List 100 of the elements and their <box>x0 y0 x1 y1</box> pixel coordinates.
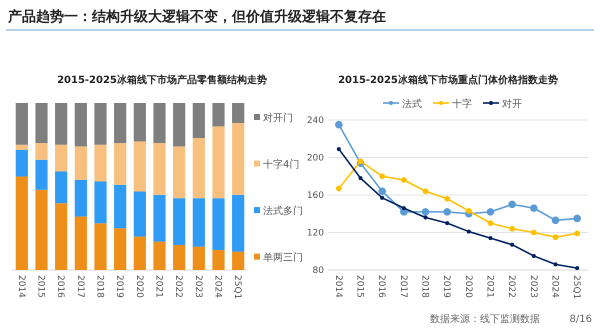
bar <box>212 103 225 126</box>
bar <box>55 171 68 204</box>
bar <box>55 203 68 270</box>
x-tick-label: 2015 <box>354 275 364 298</box>
bar <box>74 180 87 217</box>
bar <box>35 143 48 160</box>
x-tick-label: 2024 <box>212 275 222 298</box>
bar <box>232 103 244 124</box>
x-tick-label: 2016 <box>376 275 386 298</box>
bar <box>212 250 225 270</box>
point <box>554 262 558 266</box>
bar <box>192 246 205 270</box>
bar <box>35 160 48 190</box>
point <box>508 200 516 208</box>
point <box>573 214 581 222</box>
bar <box>173 146 186 198</box>
x-tick-label: 2019 <box>114 275 124 298</box>
bar <box>16 150 28 176</box>
point <box>379 173 386 180</box>
point <box>336 147 341 152</box>
bar <box>192 138 205 198</box>
bar <box>114 228 126 270</box>
bar <box>35 190 48 270</box>
x-tick-label: 2021 <box>154 275 164 298</box>
bar <box>173 103 186 146</box>
chart-title: 2015-2025冰箱线下市场产品零售额结构走势 <box>57 74 267 86</box>
legend-label: 十字 <box>452 98 472 110</box>
bar <box>35 103 48 144</box>
bar <box>55 144 68 172</box>
x-tick-label: 2020 <box>462 275 473 298</box>
bar <box>232 123 244 195</box>
x-tick-label: 2017 <box>74 275 85 298</box>
y-tick-label: 160 <box>306 191 324 201</box>
legend-label: 法式 <box>402 98 422 110</box>
x-tick-label: 25Q1 <box>232 275 242 300</box>
bar <box>114 143 126 185</box>
y-tick-label: 200 <box>306 154 324 164</box>
point <box>358 158 364 164</box>
x-tick-label: 2019 <box>441 275 452 298</box>
bar <box>55 103 68 145</box>
point <box>488 236 492 240</box>
point <box>422 208 430 216</box>
point <box>336 186 342 192</box>
legend-label: 单两三门 <box>263 252 303 264</box>
bar <box>94 181 107 224</box>
bar <box>94 144 107 182</box>
point <box>400 177 407 183</box>
bar <box>134 103 146 142</box>
point <box>574 230 580 236</box>
x-tick-label: 2022 <box>506 275 516 298</box>
x-tick-label: 2022 <box>173 275 184 298</box>
x-tick-label: 2024 <box>550 275 560 298</box>
point <box>510 242 514 247</box>
bar <box>94 103 107 145</box>
bar <box>192 103 205 138</box>
legend-label: 十字4门 <box>263 158 300 171</box>
point <box>335 120 343 128</box>
x-tick-label: 2014 <box>332 275 343 298</box>
bar <box>74 103 87 146</box>
point <box>445 221 450 226</box>
text: 产品趋势一：结构升级大逻辑不变，但价值升级逻辑不复存在 <box>7 8 386 25</box>
bar <box>153 194 166 242</box>
bar <box>16 176 28 270</box>
bar <box>153 103 166 144</box>
x-tick-label: 2023 <box>528 275 538 298</box>
bar <box>134 192 146 237</box>
point <box>488 220 494 226</box>
point <box>532 254 536 258</box>
point <box>378 187 386 196</box>
point <box>380 196 384 200</box>
bar <box>114 103 126 144</box>
x-tick-label: 2018 <box>94 275 104 298</box>
x-tick-label: 25Q1 <box>571 275 582 300</box>
bar <box>153 143 166 195</box>
bar <box>74 216 87 270</box>
bar <box>134 236 146 270</box>
x-tick-label: 2017 <box>398 275 408 298</box>
bar <box>74 146 87 180</box>
y-tick-label: 80 <box>312 266 324 276</box>
source-note: 数据来源：线下监测数据 <box>430 313 540 325</box>
x-tick-label: 2021 <box>484 275 494 298</box>
point <box>402 206 406 210</box>
point <box>444 196 450 202</box>
bar <box>232 194 244 252</box>
bar <box>192 198 205 247</box>
point <box>424 216 428 220</box>
point <box>530 204 538 212</box>
point <box>486 208 494 216</box>
bar <box>212 198 225 250</box>
x-tick-label: 2023 <box>192 275 203 298</box>
bar <box>173 244 186 270</box>
y-tick-label: 240 <box>306 116 324 126</box>
bar <box>114 184 126 228</box>
legend-label: 对开门 <box>263 112 293 124</box>
bar <box>173 198 186 245</box>
x-tick-label: 2014 <box>16 275 26 298</box>
x-tick-label: 2015 <box>36 275 46 298</box>
point <box>552 216 560 224</box>
bar <box>134 141 146 192</box>
point <box>466 230 471 234</box>
